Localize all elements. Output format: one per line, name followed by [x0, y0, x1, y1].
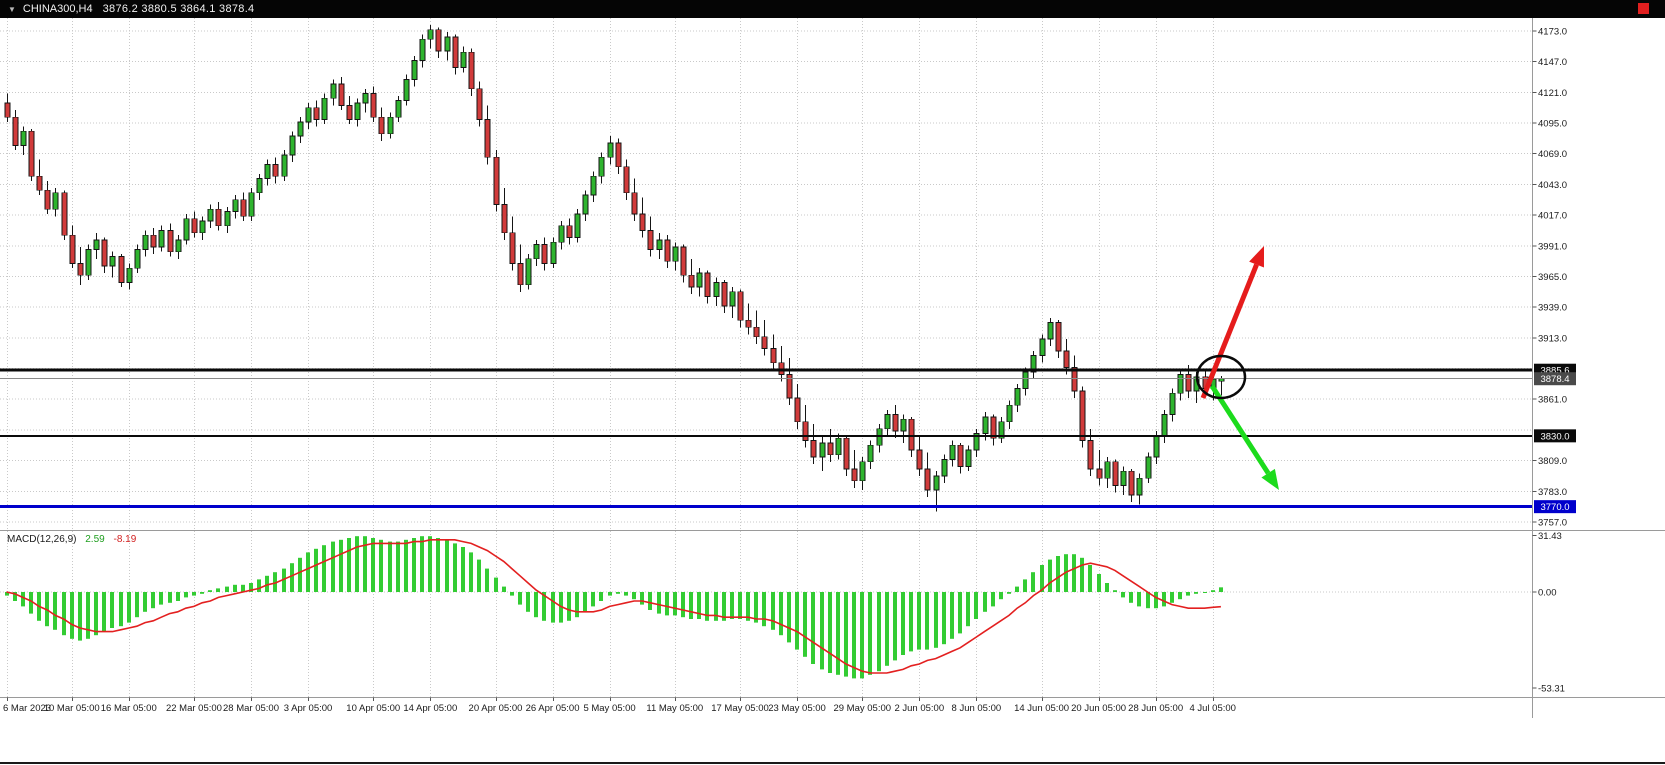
candles-layer — [4, 25, 1225, 512]
price-chart-canvas[interactable]: 4173.0 4147.0 4121.0 4095.0 4069.0 4043.0 4017… — [0, 18, 1665, 765]
time-axis-label: 16 Mar 05:00 — [101, 703, 157, 714]
red-arrow — [1200, 246, 1264, 399]
time-axis-label: 14 Apr 05:00 — [403, 703, 457, 714]
time-axis-label: 2 Jun 05:00 — [894, 703, 944, 714]
macd-main-value: 2.59 — [85, 534, 105, 545]
macd-axis-label: 0.00 — [1538, 588, 1557, 599]
grid-layer — [0, 18, 1532, 698]
annotations-layer — [1195, 246, 1279, 490]
price-tag-3878.4 — [1534, 372, 1576, 386]
price-axis-label: 4069.0 — [1538, 149, 1567, 160]
price-axis-label: 4017.0 — [1538, 211, 1567, 222]
time-axis-label: 20 Apr 05:00 — [469, 703, 523, 714]
time-axis-label: 23 May 05:00 — [768, 703, 826, 714]
time-axis-label: 5 May 05:00 — [583, 703, 635, 714]
price-tag-text: 3878.4 — [1540, 374, 1569, 385]
price-tag-text: 3830.0 — [1540, 431, 1569, 442]
price-axis-label: 3783.0 — [1538, 487, 1567, 498]
ohlc-values: 3876.2 3880.5 3864.1 3878.4 — [102, 3, 255, 15]
price-axis[interactable]: 4173.0 4147.0 4121.0 4095.0 4069.0 4043.0 4017… — [1532, 26, 1568, 529]
chart-top-bar: ▼ CHINA300,H4 3876.2 3880.5 3864.1 3878.… — [0, 0, 1665, 18]
macd-signal-value: -8.19 — [113, 534, 137, 545]
chart-frame — [0, 18, 1665, 764]
time-axis-label: 29 May 05:00 — [833, 703, 891, 714]
alert-marker-icon — [1638, 3, 1649, 14]
macd-histogram — [5, 536, 1223, 679]
macd-name: MACD(12,26,9) — [7, 534, 77, 545]
price-axis-label: 3913.0 — [1538, 333, 1567, 344]
price-axis-label: 3809.0 — [1538, 456, 1567, 467]
price-axis-label: 4173.0 — [1538, 26, 1567, 37]
price-axis-label: 3861.0 — [1538, 395, 1567, 406]
price-axis-label: 4121.0 — [1538, 88, 1567, 99]
price-axis-label: 3939.0 — [1538, 303, 1567, 314]
time-axis-label: 10 Mar 05:00 — [44, 703, 100, 714]
macd-axis-label: 31.43 — [1538, 531, 1562, 542]
time-axis-label: 6 Mar 2023 — [3, 703, 51, 714]
time-axis-label: 14 Jun 05:00 — [1014, 703, 1069, 714]
price-axis-label: 4043.0 — [1538, 180, 1567, 191]
price-axis-label: 3757.0 — [1538, 518, 1567, 529]
symbol-dropdown-icon[interactable]: ▼ — [8, 4, 16, 14]
macd-axis[interactable]: 31.43 0.00 -53.31 — [1532, 531, 1565, 695]
time-axis-label: 4 Jul 05:00 — [1189, 703, 1235, 714]
time-axis-label: 26 Apr 05:00 — [526, 703, 580, 714]
price-axis-label: 4095.0 — [1538, 119, 1567, 130]
time-axis-label: 11 May 05:00 — [646, 703, 703, 714]
price-tag-3830.0 — [1534, 429, 1576, 443]
time-axis-label: 20 Jun 05:00 — [1071, 703, 1126, 714]
time-axis-label: 10 Apr 05:00 — [346, 703, 400, 714]
price-tag-text: 3885.6 — [1540, 366, 1569, 377]
price-tag-text: 3770.0 — [1540, 502, 1569, 513]
macd-indicator-label: MACD(12,26,9) 2.59 -8.19 — [7, 534, 136, 545]
time-axis-label: 22 Mar 05:00 — [166, 703, 222, 714]
macd-axis-label: -53.31 — [1538, 683, 1565, 694]
chart-symbol-title: CHINA300,H4 — [22, 3, 93, 15]
time-axis-label: 3 Apr 05:00 — [284, 703, 333, 714]
price-tag-3770.0 — [1534, 500, 1576, 514]
time-axis-label: 28 Jun 05:00 — [1128, 703, 1183, 714]
highlight-circle — [1195, 354, 1247, 400]
green-arrow — [1209, 384, 1279, 490]
level-lines-layer — [0, 368, 1532, 509]
time-axis-label: 17 May 05:00 — [711, 703, 769, 714]
time-axis-label: 28 Mar 05:00 — [223, 703, 279, 714]
time-axis-label: 8 Jun 05:00 — [952, 703, 1002, 714]
price-axis-label: 3991.0 — [1538, 241, 1567, 252]
price-axis-label: 3965.0 — [1538, 272, 1567, 283]
price-axis-label: 4147.0 — [1538, 57, 1567, 68]
macd-signal-line — [6, 538, 1221, 674]
